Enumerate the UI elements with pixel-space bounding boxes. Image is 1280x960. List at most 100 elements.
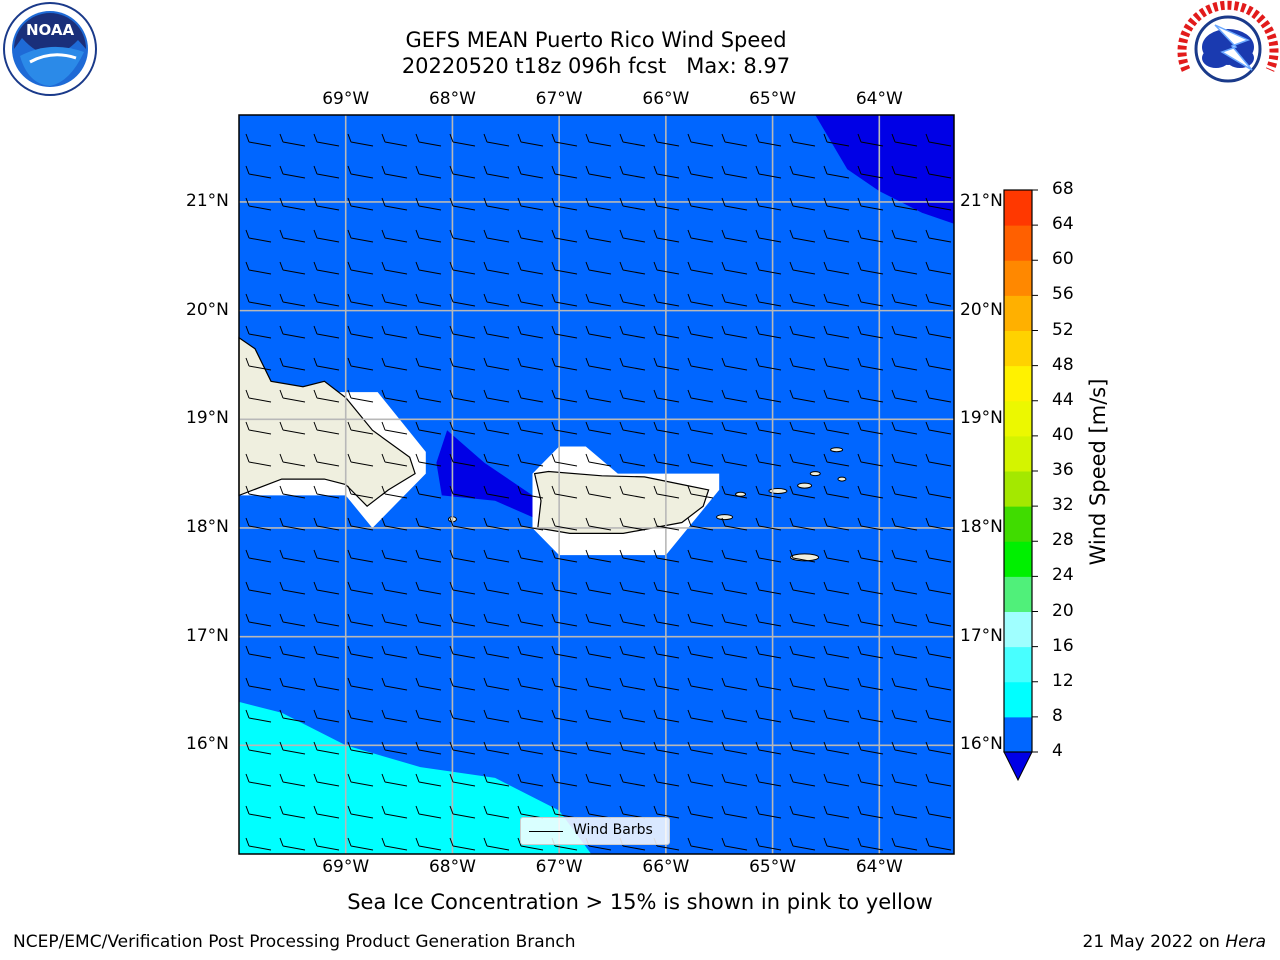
wind-barb xyxy=(415,357,442,371)
wind-barb xyxy=(415,581,442,595)
wind-barb xyxy=(483,389,510,403)
wind-barb xyxy=(279,389,306,403)
wind-barb xyxy=(585,645,612,659)
wind-barb xyxy=(585,261,612,275)
wind-barb xyxy=(789,677,816,691)
wind-barb xyxy=(347,805,374,819)
wind-barb xyxy=(891,517,918,531)
wind-barb xyxy=(279,165,306,179)
lon-label-top: 69°W xyxy=(322,89,370,109)
wind-barb xyxy=(517,133,544,147)
wind-barb xyxy=(483,325,510,339)
wind-barb xyxy=(415,773,442,787)
wind-barb xyxy=(823,389,850,403)
wind-barb xyxy=(925,389,952,403)
wind-barb xyxy=(687,421,714,435)
wind-barb xyxy=(347,453,374,467)
wind-barb xyxy=(279,261,306,275)
wind-barb xyxy=(653,485,680,499)
wind-barb xyxy=(857,741,884,755)
wind-barb xyxy=(483,741,510,755)
wind-barb xyxy=(551,229,578,243)
wind-barb xyxy=(449,261,476,275)
wind-barb xyxy=(279,581,306,595)
wind-barb xyxy=(245,421,272,435)
wind-barb xyxy=(517,421,544,435)
colorbar-tick-label: 32 xyxy=(1052,495,1074,516)
wind-barb xyxy=(789,613,816,627)
wind-barb xyxy=(755,293,782,307)
wind-barb xyxy=(381,165,408,179)
lat-label-right: 17°N xyxy=(960,625,1003,646)
wind-barb xyxy=(415,485,442,499)
wind-barb xyxy=(517,773,544,787)
wind-barb xyxy=(585,517,612,531)
wind-barb xyxy=(551,293,578,307)
wind-barb xyxy=(381,357,408,371)
wind-barb xyxy=(721,165,748,179)
wind-barb xyxy=(619,453,646,467)
wind-barb xyxy=(347,165,374,179)
wind-barb xyxy=(483,485,510,499)
wind-barb xyxy=(687,325,714,339)
lat-label-left: 16°N xyxy=(186,734,229,755)
wind-barb xyxy=(551,549,578,563)
wind-barb xyxy=(823,677,850,691)
wind-barb xyxy=(245,453,272,467)
wind-barb xyxy=(381,581,408,595)
wind-barb xyxy=(381,517,408,531)
wind-barb xyxy=(449,517,476,531)
wind-barb xyxy=(891,613,918,627)
wind-barb xyxy=(721,709,748,723)
wind-barb xyxy=(653,709,680,723)
wind-barb xyxy=(551,133,578,147)
wind-barb xyxy=(891,837,918,851)
lat-label-left: 21°N xyxy=(186,190,229,211)
wind-barb xyxy=(857,261,884,275)
wind-barb xyxy=(891,293,918,307)
wind-barb xyxy=(449,197,476,211)
wind-barb xyxy=(245,389,272,403)
wind-barb xyxy=(755,229,782,243)
wind-barb xyxy=(687,613,714,627)
wind-barb xyxy=(755,453,782,467)
wind-barb xyxy=(687,197,714,211)
wind-barb xyxy=(245,837,272,851)
wind-barb xyxy=(313,517,340,531)
colorbar-segment xyxy=(1004,716,1032,753)
wind-barb xyxy=(245,613,272,627)
wind-barb xyxy=(823,485,850,499)
wind-barb xyxy=(789,837,816,851)
wind-barb xyxy=(755,613,782,627)
wind-barb xyxy=(347,229,374,243)
colorbar-tick-label: 56 xyxy=(1052,284,1074,305)
wind-barb xyxy=(857,325,884,339)
wind-barb xyxy=(755,133,782,147)
colorbar-segment xyxy=(1004,646,1032,683)
wind-barb xyxy=(415,325,442,339)
wind-barb xyxy=(245,293,272,307)
wind-barb xyxy=(517,357,544,371)
colorbar-tick-label: 48 xyxy=(1052,354,1074,375)
wind-barb xyxy=(347,197,374,211)
wind-barb xyxy=(279,453,306,467)
wind-barb xyxy=(415,165,442,179)
wind-barb xyxy=(313,325,340,339)
wind-barb xyxy=(347,837,374,851)
wind-barb xyxy=(721,549,748,563)
wind-barb xyxy=(585,581,612,595)
wind-barb xyxy=(619,517,646,531)
lat-label-right: 19°N xyxy=(960,408,1003,429)
wind-barb xyxy=(449,293,476,307)
wind-barb xyxy=(347,677,374,691)
lat-label-right: 16°N xyxy=(960,734,1003,755)
footer-credit: NCEP/EMC/Verification Post Processing Pr… xyxy=(13,932,576,952)
wind-barb xyxy=(755,325,782,339)
wind-barb xyxy=(687,837,714,851)
lon-label-top: 65°W xyxy=(749,89,797,109)
wind-barb xyxy=(891,261,918,275)
wind-barb xyxy=(483,677,510,691)
wind-barb xyxy=(551,197,578,211)
wind-barb xyxy=(857,357,884,371)
wind-barb xyxy=(483,837,510,851)
